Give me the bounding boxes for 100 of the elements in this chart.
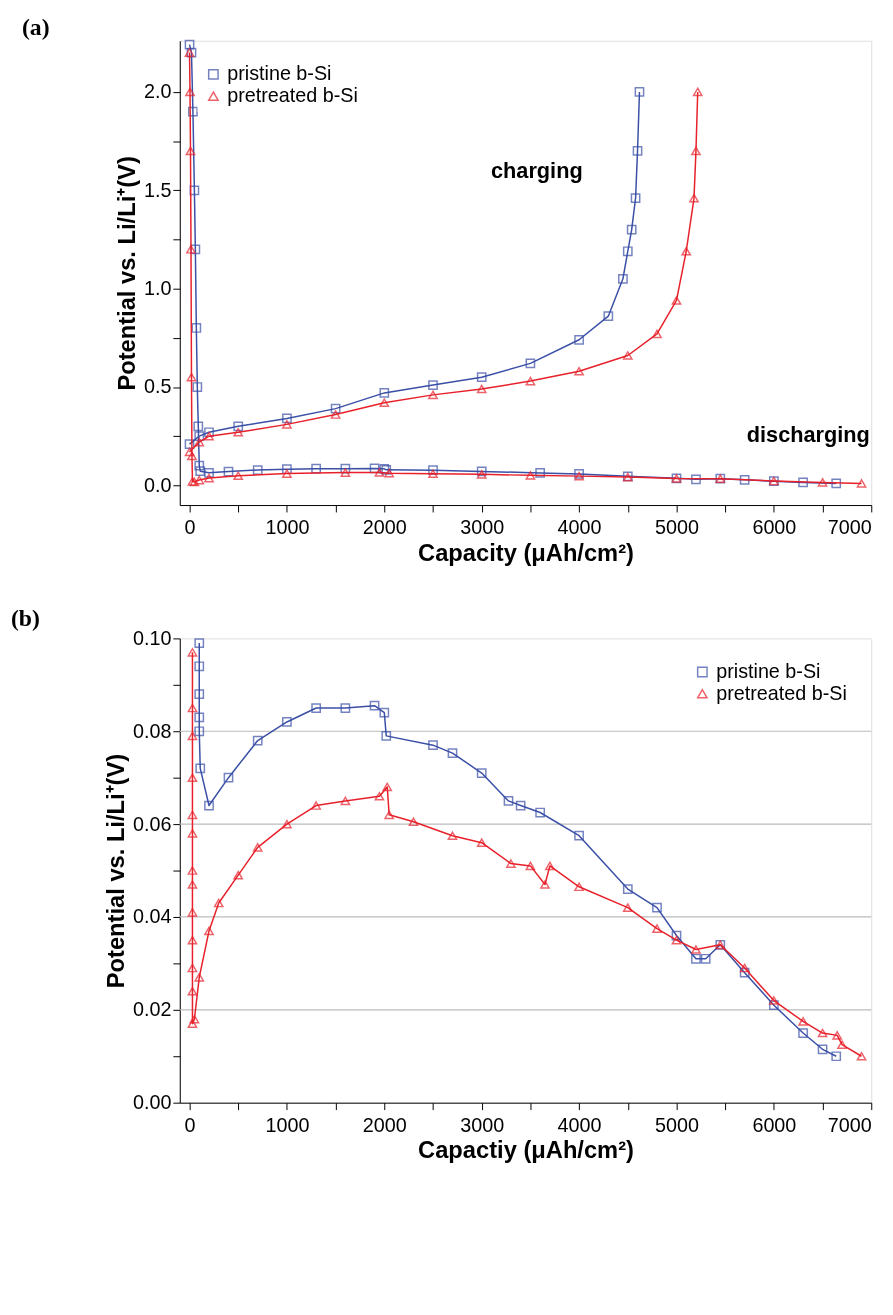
point [769,996,779,1005]
point [671,935,682,945]
point [379,398,390,408]
legend-label: pristine b-Si [227,62,332,85]
point [187,963,198,973]
point [652,902,662,913]
point [186,244,196,254]
point [574,366,584,376]
x-tick-label: 6000 [752,516,797,539]
y-tick-label: 0.00 [132,1091,172,1114]
point [252,465,263,475]
x-tick-label: 4000 [557,516,602,539]
point [340,463,351,474]
point [374,791,385,801]
point [194,638,205,648]
point [525,376,536,386]
point [476,470,487,479]
point [204,431,214,441]
point [574,882,584,892]
y-tick-label: 0.02 [132,998,172,1021]
point [535,468,546,478]
point [193,421,204,432]
point [769,1000,779,1011]
point [384,810,395,820]
point [187,1019,198,1029]
point [204,467,214,478]
point [798,1028,808,1038]
point [204,427,214,438]
point [515,800,526,811]
point [194,437,205,447]
point [189,185,200,196]
point [340,703,351,713]
point [185,146,196,156]
point [382,782,393,792]
point [282,420,292,429]
point [187,935,198,945]
point [525,471,536,480]
point [632,146,643,156]
point [622,884,633,894]
point [652,329,662,339]
point [574,334,584,345]
point [374,468,385,477]
point [525,861,536,871]
annotation: discharging [746,422,870,448]
x-tick-label: 1000 [265,516,310,539]
point [692,87,703,97]
point [340,796,351,806]
legend-label: pretreated b-Si [716,681,847,704]
point [428,390,438,400]
point [187,451,197,461]
point [223,466,234,477]
point [379,707,390,718]
chart-title: (a) [21,13,50,40]
point [691,474,701,485]
point [213,898,224,908]
point [476,838,487,847]
point [184,439,195,449]
point [379,388,390,398]
point [622,903,633,912]
x-tick-label: 4000 [557,1113,602,1136]
point [739,963,750,973]
point [739,474,750,485]
point [282,469,292,478]
point [204,800,214,811]
point [282,413,292,424]
y-axis-title: Potential vs. Li/Li⁺(V) [103,753,130,989]
point [204,473,214,483]
point [831,478,842,489]
point [186,372,197,382]
point [192,382,203,392]
y-tick-label: 0.5 [143,375,172,398]
point [194,475,205,485]
point [428,740,438,751]
point [187,810,198,820]
point [739,967,750,978]
point [187,829,198,838]
point [384,468,395,478]
point [252,843,263,852]
point [233,427,244,437]
point [282,819,292,829]
y-tick-label: 0.08 [132,719,172,742]
point [691,146,701,156]
point [282,717,292,727]
point [187,866,198,875]
point [187,908,198,917]
y-tick-label: 0.04 [132,905,172,928]
x-axis-title: Capactiy (μAh/cm²) [418,1137,634,1164]
legend-label: pristine b-Si [716,659,821,682]
point [330,410,341,419]
point [831,1051,842,1062]
point [798,1017,808,1026]
point [652,924,662,933]
point [837,1040,847,1049]
point [187,986,198,996]
point [185,87,195,97]
point [188,106,198,117]
point [545,861,555,871]
point [311,703,322,713]
point [503,796,514,806]
point [223,772,234,783]
